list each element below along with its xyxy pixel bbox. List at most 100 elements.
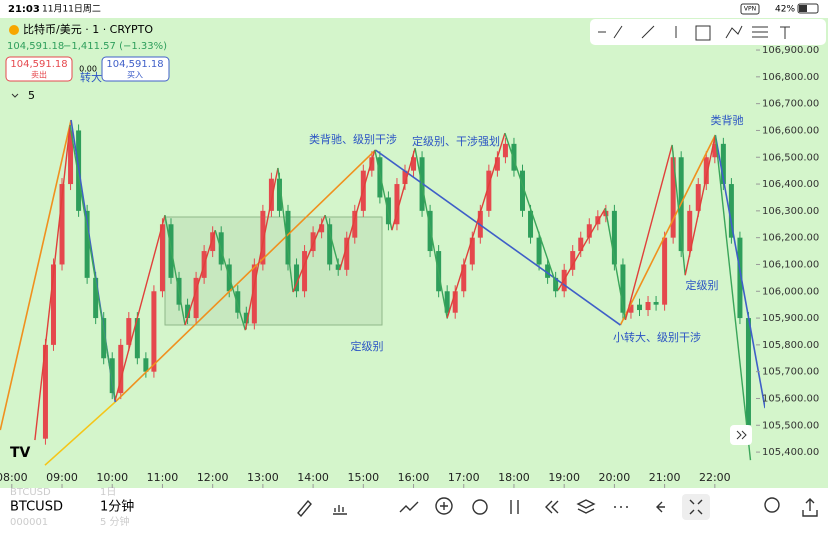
candle-body — [50, 264, 56, 345]
collapse[interactable] — [11, 93, 19, 98]
candle-body — [628, 304, 634, 313]
sell-button[interactable] — [5, 56, 73, 82]
x-tick-label: 12:00 — [197, 471, 229, 484]
zigzag-segment — [277, 167, 294, 293]
candle-body — [411, 157, 417, 171]
zigzag-segment — [164, 215, 186, 326]
candle-body — [444, 291, 450, 313]
x-tick-label: 14:00 — [297, 471, 329, 484]
candle-body — [151, 291, 157, 372]
candle-body — [235, 291, 241, 313]
zigzag-segment — [391, 147, 416, 231]
candle-body — [728, 184, 734, 238]
candle-body — [84, 210, 90, 278]
y-tick-label: 106,400.00 — [762, 179, 819, 190]
symbol: 比特币/美元 · 1 · CRYPTO — [23, 22, 153, 36]
annotation: 定级别、干涉强划 — [412, 134, 500, 148]
trend-line — [714, 134, 765, 409]
x-tick-label: 09:00 — [46, 471, 78, 484]
spread: 0.00 — [79, 65, 97, 74]
candle-body — [461, 264, 467, 292]
candle-body — [159, 224, 165, 292]
zigzag-segment — [714, 134, 752, 461]
zigzag-segment — [34, 125, 71, 441]
vpn: VPN — [744, 6, 756, 13]
zigzag-segment — [292, 214, 326, 293]
zigzag-segment — [114, 214, 166, 401]
candle-body — [494, 157, 500, 171]
candle-body — [469, 237, 475, 265]
bottom-symbol[interactable]: BTCUSD — [10, 500, 63, 515]
candle-body — [486, 170, 492, 211]
candle-body — [310, 232, 316, 252]
candle-body — [394, 184, 400, 225]
zigzag-segment — [374, 149, 393, 231]
candle-body — [637, 304, 643, 311]
trend-line — [114, 149, 376, 403]
bottom-interval[interactable]: 1分钟 — [100, 499, 134, 515]
x-tick-label: 22:00 — [699, 471, 731, 484]
y-tick-label: 106,100.00 — [762, 259, 819, 270]
candle-body — [352, 210, 358, 238]
x-tick-label: 11:00 — [147, 471, 179, 484]
time: 21:03 — [8, 4, 40, 15]
battery-level — [799, 5, 807, 12]
y-tick-label: 106,600.00 — [762, 125, 819, 136]
candle-body — [528, 210, 534, 238]
y-tick-label: 105,400.00 — [762, 447, 819, 458]
zigzag-segment — [504, 132, 559, 291]
candle-body — [745, 318, 751, 426]
candle-body — [586, 224, 592, 238]
candle-body — [42, 344, 48, 439]
candle-body — [712, 143, 718, 158]
annotation: 类背驰、级别干涉 — [309, 132, 397, 146]
y-tick-label: 105,900.00 — [762, 313, 819, 324]
candle-body — [276, 178, 282, 211]
candle-body — [294, 264, 300, 292]
candle-body — [210, 232, 216, 252]
y-tick-label: 106,800.00 — [762, 72, 819, 83]
ghost: 5 分钟 — [100, 515, 130, 528]
candle-body — [645, 301, 651, 311]
candle-body — [687, 210, 693, 252]
zigzag-segment — [244, 167, 279, 331]
candle-body — [670, 157, 676, 238]
candle-body — [243, 312, 249, 324]
candle-body — [662, 237, 668, 305]
candle-body — [720, 143, 726, 185]
y-tick-label: 106,500.00 — [762, 152, 819, 163]
candle-body — [143, 358, 149, 372]
candle-body — [611, 210, 617, 265]
y-tick-label: 105,600.00 — [762, 393, 819, 404]
zigzag-segment — [671, 144, 686, 276]
buy: 买入 — [127, 71, 143, 80]
x-tick-label: 18:00 — [498, 471, 530, 484]
y-tick-label: 106,900.00 — [762, 45, 819, 56]
x-tick-label: 17:00 — [448, 471, 480, 484]
candle-body — [737, 237, 743, 319]
annotation: 小转大、级别干涉 — [613, 330, 701, 344]
y-tick-label: 105,700.00 — [762, 367, 819, 378]
zigzag-segment — [446, 229, 476, 319]
candle-body — [502, 143, 508, 158]
candle-body — [260, 210, 266, 265]
change: −1,411.57 (−1.33%) — [63, 41, 167, 52]
candle-body — [369, 157, 375, 171]
candle-body — [193, 277, 199, 319]
annotation: 类背驰 — [711, 113, 744, 127]
candle-body — [185, 304, 191, 319]
plot — [0, 119, 765, 466]
candle-body — [101, 318, 107, 359]
bottom-tools[interactable] — [297, 494, 818, 520]
zigzag-segment — [414, 148, 448, 319]
sell: 卖出 — [31, 70, 47, 80]
buy-button[interactable] — [101, 56, 170, 82]
candle-body — [536, 237, 542, 265]
candle-body — [134, 318, 140, 359]
candle-body — [68, 130, 74, 185]
range-box — [164, 216, 383, 326]
annotation: 定级别 — [686, 278, 719, 292]
x-tick-label: 08:00 — [0, 471, 28, 484]
candle-body — [302, 251, 308, 292]
zigzag-segment — [184, 229, 216, 326]
